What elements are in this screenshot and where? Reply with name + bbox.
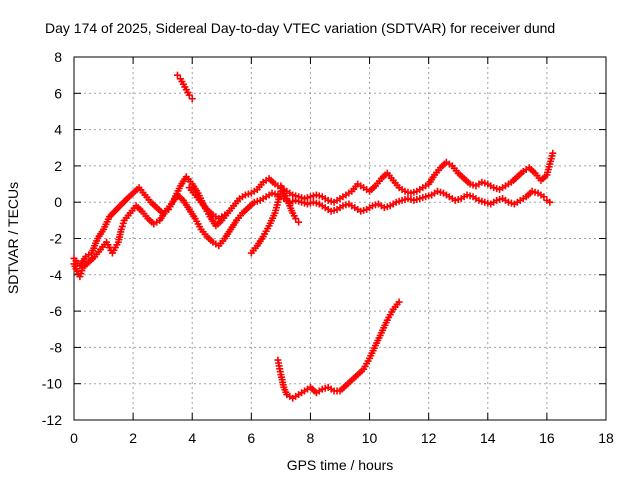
x-tick-label: 6	[247, 430, 255, 446]
x-tick-label: 14	[480, 430, 496, 446]
x-tick-label: 16	[539, 430, 555, 446]
data-point	[549, 149, 557, 157]
x-tick-label: 10	[362, 430, 378, 446]
y-tick-label: -10	[42, 376, 62, 392]
data-point	[295, 218, 303, 226]
y-tick-label: 0	[54, 194, 62, 210]
data-points	[70, 71, 557, 402]
data-point	[188, 95, 196, 103]
x-tick-label: 8	[307, 430, 315, 446]
x-tick-label: 12	[421, 430, 437, 446]
axis-ticks	[73, 56, 607, 421]
y-tick-label: -2	[50, 231, 63, 247]
grid-lines	[74, 57, 606, 420]
data-point	[221, 211, 229, 219]
y-tick-label: 2	[54, 158, 62, 174]
data-point	[292, 215, 300, 223]
data-point	[395, 298, 403, 306]
y-tick-label: 6	[54, 85, 62, 101]
data-point	[173, 71, 181, 79]
x-tick-label: 18	[598, 430, 614, 446]
y-axis-label: SDTVAR / TECUs	[5, 182, 21, 294]
tick-labels: 0 2 4 6 8 10 12 14 16 18 -12 -10 -8 -6 -4 -2 0 2 4 6 8	[42, 49, 614, 446]
y-tick-label: -8	[50, 339, 63, 355]
x-tick-label: 0	[70, 430, 78, 446]
y-tick-label: -4	[50, 267, 63, 283]
data-point	[540, 193, 548, 201]
y-tick-label: -6	[50, 303, 63, 319]
x-tick-label: 2	[129, 430, 137, 446]
x-tick-label: 4	[188, 430, 196, 446]
y-tick-label: -12	[42, 412, 62, 428]
x-axis-label: GPS time / hours	[287, 457, 394, 473]
data-point	[185, 91, 193, 99]
y-tick-label: 4	[54, 122, 62, 138]
data-point	[546, 198, 554, 206]
chart-title: Day 174 of 2025, Sidereal Day-to-day VTE…	[45, 20, 555, 36]
y-tick-label: 8	[54, 49, 62, 65]
